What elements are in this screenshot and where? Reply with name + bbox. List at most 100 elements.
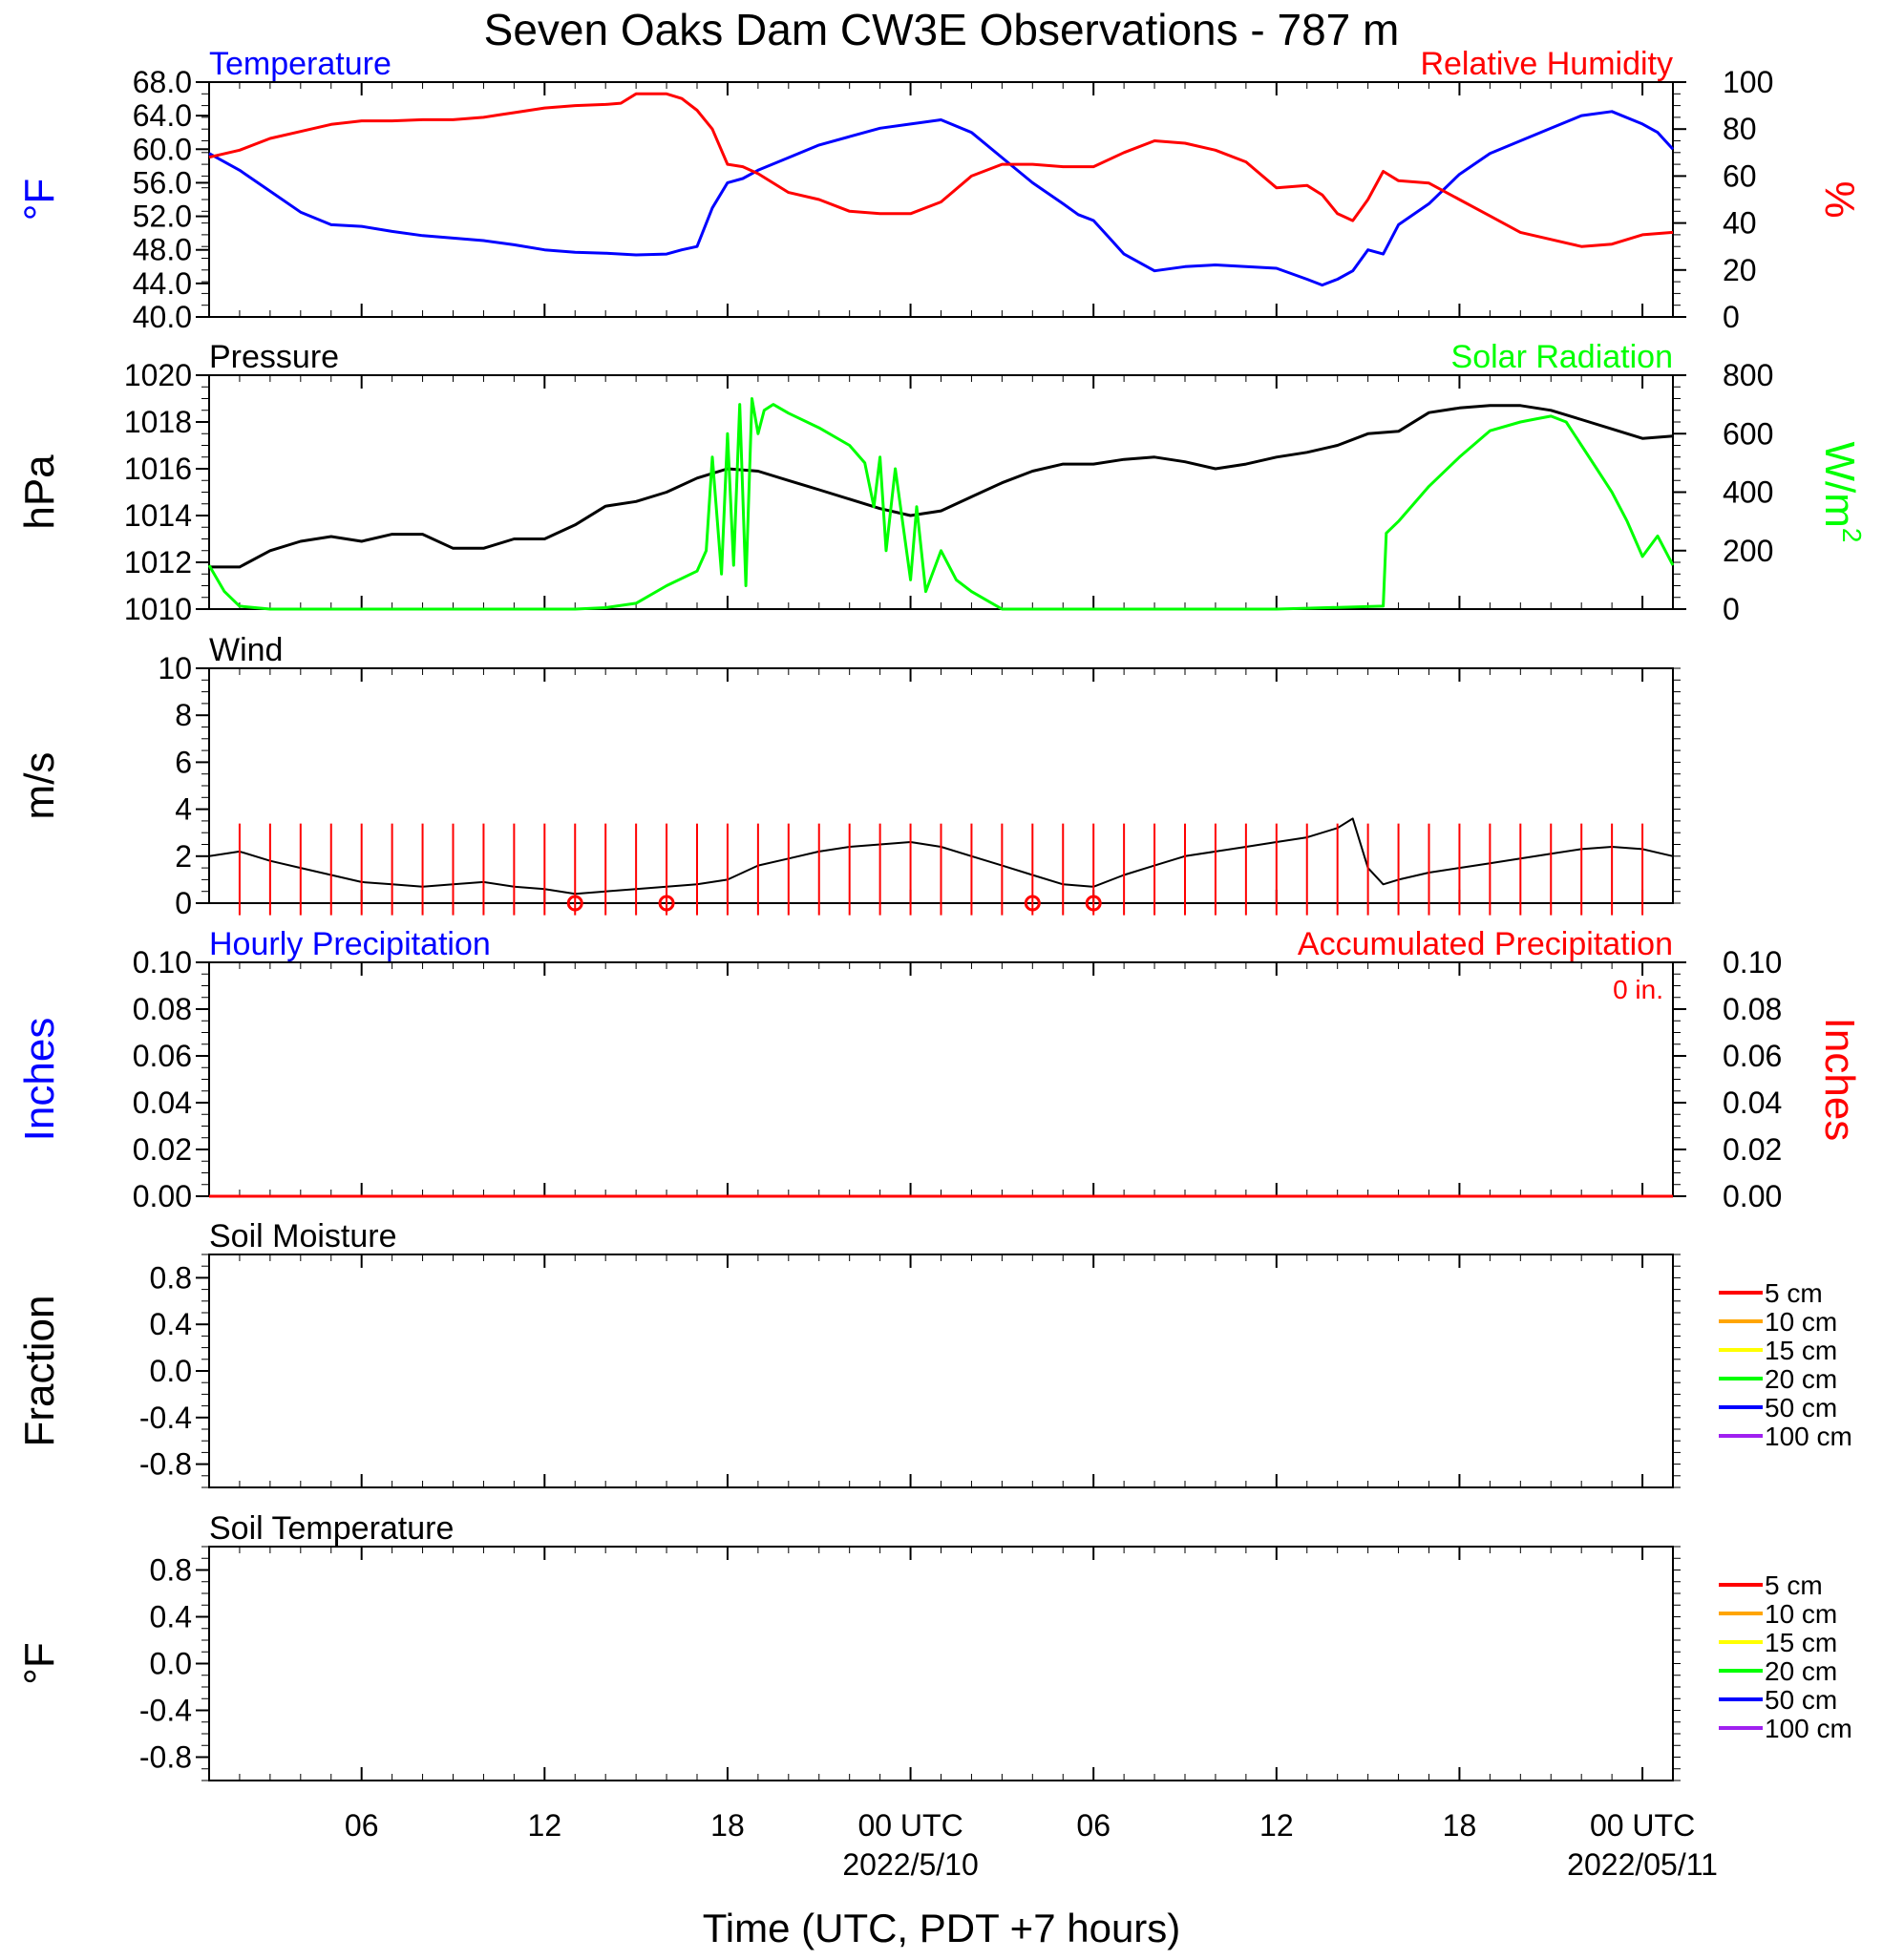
- y-tick-label: 60.0: [133, 132, 192, 166]
- y-tick-label-right: 0.02: [1723, 1132, 1782, 1167]
- y-tick-label-right: 400: [1723, 475, 1773, 510]
- panel-title-right: Relative Humidity: [1420, 46, 1673, 82]
- legend-label: 20 cm: [1765, 1656, 1837, 1686]
- y-axis-label-left: Inches: [16, 1018, 63, 1142]
- y-tick-label: 1020: [124, 358, 192, 392]
- plot-frame: [208, 1254, 1674, 1488]
- x-tick-label: 06: [345, 1808, 379, 1843]
- y-tick-label: 0.02: [133, 1132, 192, 1167]
- y-tick-label: -0.8: [139, 1447, 192, 1482]
- y-tick-label: 1014: [124, 498, 192, 533]
- legend-label: 5 cm: [1765, 1278, 1823, 1308]
- y-axis-label-right: Inches: [1816, 1018, 1863, 1142]
- y-tick-label: 8: [175, 698, 192, 732]
- y-tick-label: 64.0: [133, 98, 192, 133]
- y-axis-label-left: °F: [16, 1642, 63, 1684]
- x-tick-label: 00 UTC: [1590, 1808, 1695, 1843]
- y-tick-label: 10: [158, 651, 192, 685]
- y-tick-label: 0.0: [150, 1647, 192, 1681]
- y-tick-label: 0.08: [133, 992, 192, 1026]
- y-tick-label-right: 20: [1723, 253, 1757, 287]
- y-axis-label-right-text: W/m: [1816, 442, 1863, 528]
- y-tick-label: 68.0: [133, 65, 192, 99]
- x-tick-label: 12: [1259, 1808, 1294, 1843]
- panel-title-left: Pressure: [209, 339, 339, 375]
- series-line-temp_rh-0: [208, 110, 1675, 287]
- y-tick-label-right: 40: [1723, 206, 1757, 241]
- calm-wind-marker: [658, 895, 675, 912]
- y-tick-label: 48.0: [133, 233, 192, 267]
- legend-label: 50 cm: [1765, 1685, 1837, 1715]
- y-tick-label: -0.8: [139, 1740, 192, 1775]
- panel-title-left: Wind: [209, 632, 283, 668]
- y-tick-label-right: 0.00: [1723, 1179, 1782, 1213]
- y-axis-label-left: m/s: [16, 752, 63, 820]
- plot-frame: [208, 1546, 1674, 1781]
- y-tick-label-right: 0: [1723, 592, 1740, 626]
- y-axis-label-right-superscript: 2: [1837, 528, 1867, 543]
- y-tick-label: 4: [175, 792, 192, 827]
- x-tick-label: 06: [1076, 1808, 1111, 1843]
- y-tick-label: 0.8: [150, 1260, 192, 1295]
- x-axis-title: Time (UTC, PDT +7 hours): [702, 1906, 1181, 1950]
- x-tick-label: 00 UTC: [857, 1808, 963, 1843]
- panel-title-left: Temperature: [209, 46, 391, 82]
- y-tick-label: 0: [175, 886, 192, 920]
- legend-label: 15 cm: [1765, 1628, 1837, 1657]
- x-tick-label: 12: [528, 1808, 562, 1843]
- y-tick-label-right: 0.04: [1723, 1085, 1782, 1120]
- plot-frame: [208, 81, 1674, 318]
- series-line-temp_rh-1: [208, 92, 1674, 248]
- y-tick-label-right: 80: [1723, 112, 1757, 146]
- y-axis-label-right: %: [1816, 180, 1863, 218]
- y-tick-label: 0.00: [133, 1179, 192, 1213]
- y-axis-label-left: °F: [16, 179, 63, 221]
- chart-title: Seven Oaks Dam CW3E Observations - 787 m: [483, 5, 1400, 54]
- panel-temp_rh: 40.044.048.052.056.060.064.068.0 0 20 40 60 8…: [16, 46, 1863, 334]
- y-tick-label-right: 0.10: [1723, 945, 1782, 980]
- y-tick-label: 0.4: [150, 1600, 192, 1634]
- legend-label: 100 cm: [1765, 1422, 1852, 1451]
- panel-precip: 0.00 0.02 0.04 0.06 0.08 0.10 0.00 0.02 0.04 0.06…: [16, 926, 1863, 1213]
- y-tick-label-right: 100: [1723, 65, 1773, 99]
- y-tick-label: 0.04: [133, 1085, 192, 1120]
- legend-label: 20 cm: [1765, 1364, 1837, 1394]
- y-tick-label-right: 800: [1723, 358, 1773, 392]
- legend-label: 50 cm: [1765, 1393, 1837, 1423]
- y-tick-label: 0.8: [150, 1553, 192, 1588]
- panel-title-left: Soil Moisture: [209, 1218, 397, 1254]
- y-axis-label-left: Fraction: [16, 1296, 63, 1447]
- y-tick-label: 56.0: [133, 165, 192, 200]
- calm-wind-marker: [1085, 895, 1102, 912]
- calm-wind-marker: [1024, 895, 1041, 912]
- y-tick-label-right: 0.06: [1723, 1039, 1782, 1073]
- y-axis-label-right-text: %: [1816, 180, 1863, 218]
- y-tick-label: 6: [175, 745, 192, 779]
- y-axis-label-right-text: Inches: [1816, 1018, 1863, 1142]
- y-tick-label: 40.0: [133, 300, 192, 334]
- legend-label: 10 cm: [1765, 1307, 1837, 1337]
- y-tick-label-right: 0: [1723, 300, 1740, 334]
- y-tick-label-right: 200: [1723, 534, 1773, 568]
- calm-wind-marker: [566, 895, 583, 912]
- panel-title-right: Accumulated Precipitation: [1298, 926, 1673, 962]
- panel-title-left: Soil Temperature: [209, 1510, 454, 1547]
- y-tick-label: -0.4: [139, 1401, 192, 1435]
- y-axis-label-left: hPa: [16, 454, 63, 530]
- panel-press_solar: 1010 1012 1014 1016 1018 1020 0 200 400 600 800 Pre…: [16, 339, 1867, 626]
- x-date-label: 2022/5/10: [842, 1847, 978, 1882]
- y-tick-label-right: 0.08: [1723, 992, 1782, 1026]
- y-tick-label: 0.06: [133, 1039, 192, 1073]
- y-tick-label: 0.10: [133, 945, 192, 980]
- panel-title-right: Solar Radiation: [1451, 339, 1673, 375]
- y-tick-label-right: 600: [1723, 416, 1773, 451]
- y-tick-label: -0.4: [139, 1694, 192, 1728]
- legend-label: 100 cm: [1765, 1714, 1852, 1743]
- plot-frame: [208, 961, 1674, 1197]
- y-tick-label: 52.0: [133, 200, 192, 234]
- y-tick-label-right: 60: [1723, 158, 1757, 193]
- y-tick-label: 1018: [124, 405, 192, 439]
